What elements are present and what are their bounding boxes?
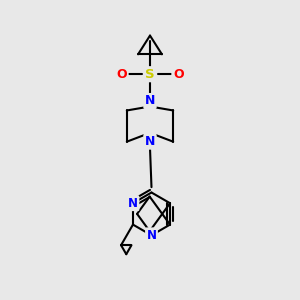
Text: O: O [116,68,127,81]
Text: N: N [128,197,138,210]
Text: N: N [146,229,157,242]
Text: N: N [145,135,155,148]
Text: N: N [145,94,155,107]
Text: O: O [173,68,184,81]
Text: S: S [145,68,155,81]
